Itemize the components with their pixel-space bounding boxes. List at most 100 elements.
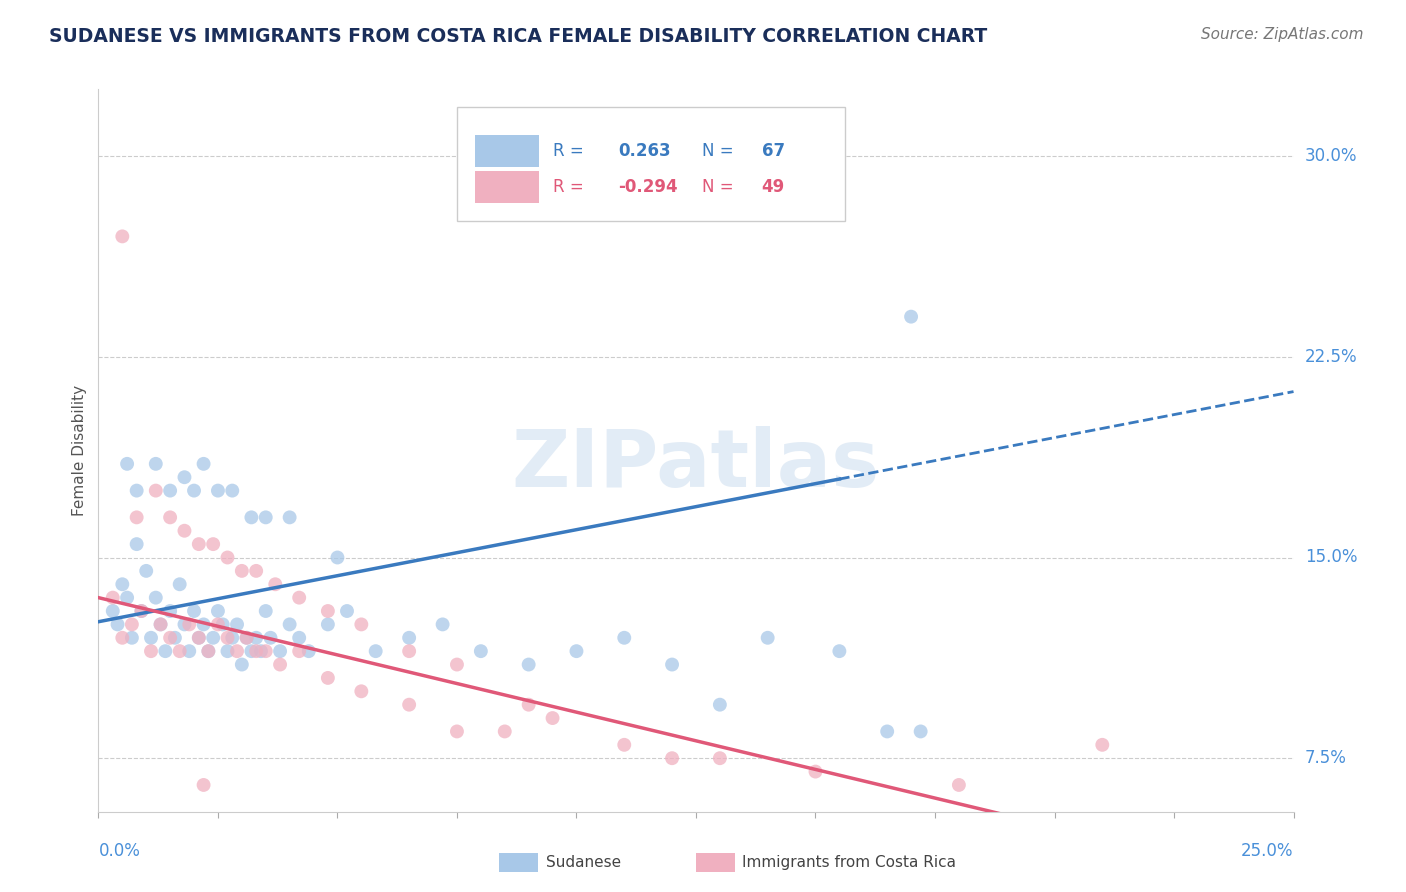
Point: [804, 764, 827, 779]
Point: [145, 591, 167, 605]
Point: [316, 604, 339, 618]
Point: [221, 483, 243, 498]
Point: [661, 657, 683, 672]
Point: [326, 550, 349, 565]
Point: [432, 617, 454, 632]
Point: [226, 644, 249, 658]
Point: [179, 617, 201, 632]
Point: [111, 577, 134, 591]
Point: [145, 457, 167, 471]
Point: [900, 310, 922, 324]
Point: [709, 751, 731, 765]
Text: SUDANESE VS IMMIGRANTS FROM COSTA RICA FEMALE DISABILITY CORRELATION CHART: SUDANESE VS IMMIGRANTS FROM COSTA RICA F…: [49, 27, 987, 45]
Point: [235, 631, 257, 645]
Text: 0.0%: 0.0%: [98, 842, 141, 860]
Point: [187, 631, 209, 645]
Point: [115, 457, 138, 471]
Point: [948, 778, 970, 792]
Point: [494, 724, 516, 739]
Point: [446, 724, 468, 739]
Point: [111, 631, 134, 645]
Point: [149, 617, 172, 632]
Point: [179, 644, 201, 658]
Point: [350, 617, 373, 632]
Point: [115, 591, 138, 605]
Text: 15.0%: 15.0%: [1305, 549, 1357, 566]
Point: [121, 631, 143, 645]
Text: R =: R =: [553, 178, 593, 195]
Point: [278, 617, 301, 632]
Text: 49: 49: [762, 178, 785, 195]
Point: [217, 644, 239, 658]
Point: [159, 631, 181, 645]
Point: [298, 644, 321, 658]
Point: [187, 631, 209, 645]
Text: Source: ZipAtlas.com: Source: ZipAtlas.com: [1201, 27, 1364, 42]
Text: 67: 67: [762, 142, 785, 160]
Point: [278, 510, 301, 524]
Point: [193, 617, 215, 632]
Point: [876, 724, 898, 739]
Text: 22.5%: 22.5%: [1305, 348, 1357, 366]
Point: [197, 644, 219, 658]
Point: [159, 604, 181, 618]
Point: [288, 591, 311, 605]
Point: [517, 657, 540, 672]
Text: 25.0%: 25.0%: [1241, 842, 1294, 860]
Point: [197, 644, 219, 658]
Text: Sudanese: Sudanese: [546, 855, 620, 870]
Y-axis label: Female Disability: Female Disability: [72, 384, 87, 516]
Point: [125, 537, 148, 551]
Point: [155, 644, 177, 658]
Point: [613, 738, 636, 752]
Point: [207, 604, 229, 618]
Point: [240, 510, 263, 524]
Point: [613, 631, 636, 645]
Point: [517, 698, 540, 712]
Point: [193, 778, 215, 792]
Point: [709, 698, 731, 712]
Text: 7.5%: 7.5%: [1305, 749, 1347, 767]
Point: [269, 644, 291, 658]
Point: [169, 644, 191, 658]
Point: [159, 510, 181, 524]
Text: N =: N =: [702, 142, 738, 160]
Point: [259, 631, 281, 645]
Point: [139, 631, 162, 645]
Point: [193, 457, 215, 471]
Point: [541, 711, 564, 725]
Point: [101, 604, 124, 618]
Text: Immigrants from Costa Rica: Immigrants from Costa Rica: [742, 855, 956, 870]
Point: [121, 617, 143, 632]
Point: [398, 698, 420, 712]
Point: [398, 631, 420, 645]
Point: [187, 537, 209, 551]
Point: [207, 617, 229, 632]
Text: 0.263: 0.263: [619, 142, 671, 160]
Point: [202, 537, 225, 551]
Point: [245, 644, 267, 658]
Point: [828, 644, 851, 658]
Point: [250, 644, 273, 658]
Point: [316, 671, 339, 685]
Point: [235, 631, 257, 645]
Point: [1091, 738, 1114, 752]
Point: [910, 724, 932, 739]
Point: [254, 510, 277, 524]
Point: [217, 550, 239, 565]
Point: [231, 564, 253, 578]
Point: [336, 604, 359, 618]
Point: [661, 751, 683, 765]
Point: [217, 631, 239, 645]
Point: [254, 644, 277, 658]
Point: [183, 604, 205, 618]
Point: [131, 604, 153, 618]
Point: [245, 564, 267, 578]
Point: [446, 657, 468, 672]
Point: [107, 617, 129, 632]
Point: [264, 577, 287, 591]
Point: [149, 617, 172, 632]
Text: ZIPatlas: ZIPatlas: [512, 425, 880, 504]
Point: [350, 684, 373, 698]
Point: [202, 631, 225, 645]
